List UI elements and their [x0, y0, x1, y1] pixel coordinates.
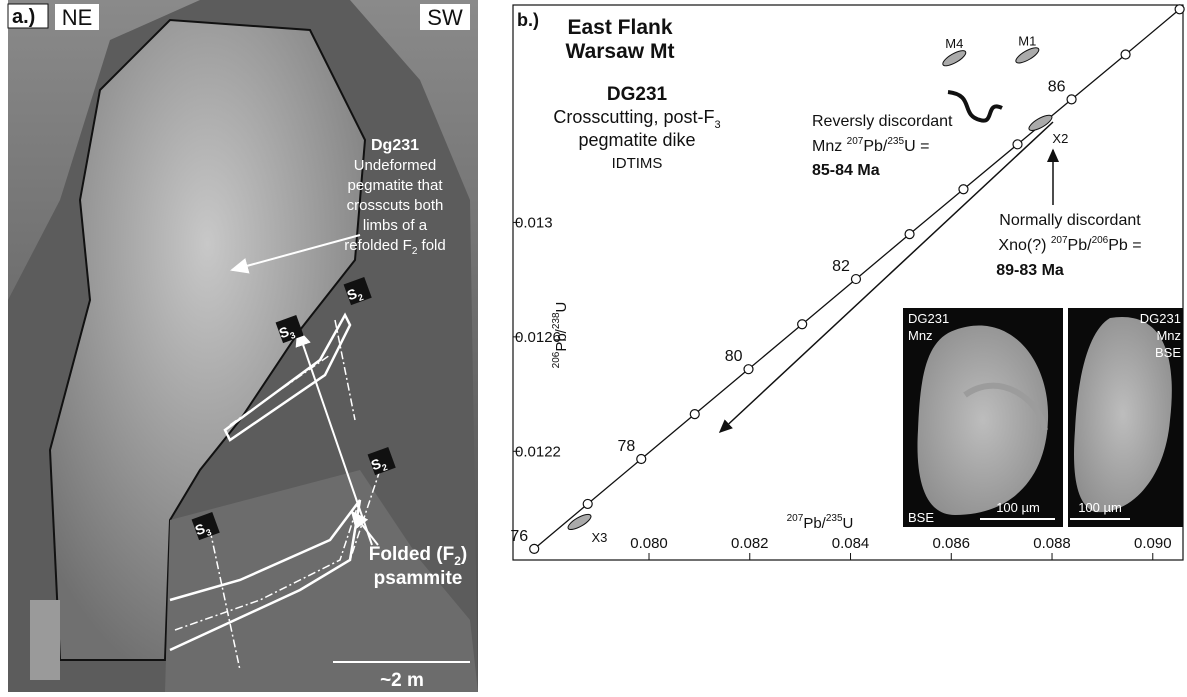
- text: Folded (F: [369, 544, 454, 565]
- note: Mnz 207Pb/235U =: [812, 136, 929, 155]
- age-label: 76: [510, 528, 528, 545]
- age-point: [798, 320, 807, 329]
- x-tick-label: 0.088: [1033, 535, 1071, 552]
- superscript: 235: [826, 513, 843, 524]
- age-point: [637, 455, 646, 464]
- superscript: 207: [847, 136, 864, 147]
- age-point: [1175, 5, 1184, 14]
- subscript: 3: [714, 119, 720, 131]
- figure: a.) NE SW Dg231 Undeformed pegmatite that…: [0, 0, 1187, 692]
- age-point: [1121, 50, 1130, 59]
- x-tick-label: 0.082: [731, 535, 769, 552]
- page: a.) NE SW Dg231 Undeformed pegmatite that…: [0, 0, 1187, 697]
- note-age: 85-84 Ma: [812, 162, 880, 179]
- analysis-label: M1: [1018, 33, 1036, 48]
- text: Pb =: [1108, 237, 1141, 254]
- x-tick-label: 0.084: [832, 535, 870, 552]
- x-tick-label: 0.080: [630, 535, 668, 552]
- age-point: [1067, 95, 1076, 104]
- inset-scale: 100 µm: [1078, 500, 1122, 515]
- age-label: 80: [725, 348, 743, 365]
- age-point: [959, 185, 968, 194]
- inset-label: DG231: [908, 311, 949, 326]
- superscript: 206: [551, 351, 562, 368]
- note: Reversly discordant: [812, 113, 953, 130]
- superscript: 238: [551, 312, 562, 329]
- inset-scale: 100 µm: [996, 500, 1040, 515]
- analysis-label: X3: [591, 530, 607, 545]
- age-point: [905, 230, 914, 239]
- subtitle: IDTIMS: [612, 155, 663, 172]
- direction: NE: [62, 5, 93, 30]
- superscript: 206: [1092, 235, 1109, 246]
- description: pegmatite that: [347, 177, 443, 194]
- description: limbs of a: [363, 217, 428, 234]
- scale-label: ~2 m: [380, 670, 424, 691]
- note: Normally discordant: [999, 212, 1141, 229]
- text: Pb/: [1068, 237, 1093, 254]
- text: Xno(?): [998, 237, 1050, 254]
- text: Mnz: [812, 138, 847, 155]
- superscript: 207: [1051, 235, 1068, 246]
- age-label: 78: [617, 438, 635, 455]
- superscript: 235: [887, 136, 904, 147]
- text: U: [553, 302, 570, 313]
- inset-label: BSE: [908, 510, 934, 525]
- x-tick-label: 0.086: [932, 535, 970, 552]
- title: East Flank: [567, 16, 672, 39]
- description: Undeformed: [354, 157, 437, 174]
- y-tick-label: 0.0122: [515, 443, 561, 460]
- superscript: 207: [787, 513, 804, 524]
- age-point: [851, 275, 860, 284]
- sample-label: Dg231: [371, 137, 419, 154]
- text: Pb/: [553, 328, 570, 351]
- note: Xno(?) 207Pb/206Pb =: [998, 235, 1141, 254]
- inset-label: Mnz: [1156, 328, 1181, 343]
- fold-label: Folded (F2): [369, 544, 468, 568]
- text: fold: [417, 237, 445, 254]
- sample-label: DG231: [607, 84, 668, 105]
- title: Warsaw Mt: [566, 40, 675, 63]
- text: Pb/: [863, 138, 888, 155]
- subtitle: pegmatite dike: [578, 130, 695, 150]
- age-point: [1013, 140, 1022, 149]
- age-label: 86: [1048, 78, 1066, 95]
- text: refolded F: [344, 237, 412, 254]
- age-point: [744, 365, 753, 374]
- y-tick-label: 0.013: [515, 214, 553, 231]
- text: U =: [904, 138, 929, 155]
- panel-label: b.): [517, 10, 539, 30]
- fold-label: psammite: [374, 568, 463, 589]
- inset-label: DG231: [1140, 311, 1181, 326]
- age-point: [583, 499, 592, 508]
- x-tick-label: 0.090: [1134, 535, 1172, 552]
- inset-label: Mnz: [908, 328, 933, 343]
- panel-label: a.): [12, 6, 35, 28]
- note-age: 89-83 Ma: [996, 262, 1064, 279]
- analysis-label: M4: [945, 36, 963, 51]
- text: ): [461, 544, 467, 565]
- analysis-label: X2: [1052, 131, 1068, 146]
- age-point: [690, 410, 699, 419]
- inset-label: BSE: [1155, 345, 1181, 360]
- age-label: 82: [832, 258, 850, 275]
- direction: SW: [427, 5, 463, 30]
- description: crosscuts both: [347, 197, 444, 214]
- text: Pb/: [803, 515, 826, 532]
- text: U: [843, 515, 854, 532]
- text: Crosscutting, post-F: [553, 107, 714, 127]
- age-point: [530, 544, 539, 553]
